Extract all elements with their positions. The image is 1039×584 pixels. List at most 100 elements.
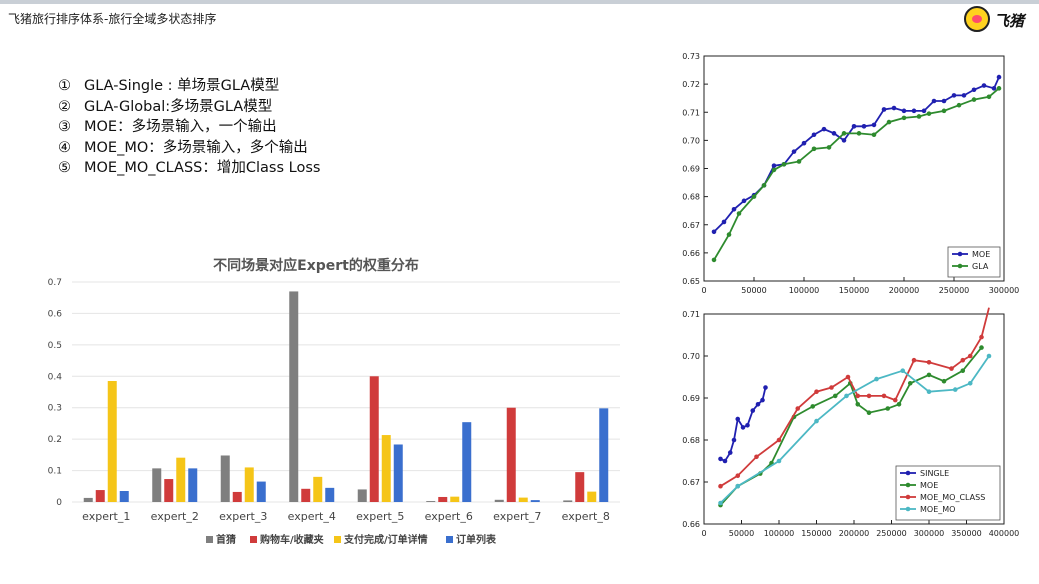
data-point — [811, 132, 817, 138]
x-tick-label: 350000 — [951, 529, 982, 538]
data-point — [745, 423, 750, 428]
bar — [506, 407, 516, 502]
bar — [176, 457, 186, 502]
list-item-number: ① — [58, 78, 71, 94]
data-point — [956, 102, 962, 108]
data-point — [871, 132, 877, 138]
data-point — [986, 353, 992, 359]
data-point — [891, 105, 897, 111]
legend-label: MOE — [972, 250, 990, 259]
data-point — [814, 389, 819, 394]
data-point — [900, 368, 906, 373]
data-point — [832, 393, 838, 399]
data-point — [711, 229, 717, 235]
y-tick-label: 0.69 — [682, 394, 700, 403]
model-list: ① GLA-Single : 单场景GLA模型 ② GLA-Global:多场景GL… — [58, 76, 320, 179]
x-tick-label: 250000 — [939, 286, 970, 295]
bar — [289, 291, 299, 502]
legend-marker — [957, 251, 963, 257]
data-point — [996, 74, 1002, 80]
data-point — [727, 450, 733, 455]
legend-marker — [957, 263, 963, 269]
legend-marker — [905, 482, 911, 488]
bar — [313, 476, 323, 502]
data-point — [979, 345, 984, 350]
list-item-number: ④ — [58, 139, 71, 156]
data-point — [771, 167, 777, 173]
y-tick-label: 0.73 — [682, 52, 700, 61]
data-point — [971, 97, 977, 102]
data-point — [967, 381, 973, 386]
data-point — [961, 93, 967, 98]
data-point — [941, 98, 947, 104]
data-point — [926, 360, 932, 365]
list-item-text: GLA-Global:多场景GLA模型 — [84, 98, 273, 115]
data-point — [851, 124, 857, 129]
data-point — [726, 232, 732, 237]
legend-marker — [905, 506, 911, 512]
list-item-text: GLA-Single : 单场景GLA模型 — [84, 78, 280, 94]
data-point — [718, 483, 723, 489]
legend-swatch — [250, 536, 257, 543]
data-point — [718, 500, 723, 506]
y-tick-label: 0.1 — [48, 467, 62, 477]
data-point — [735, 483, 741, 489]
brand-text: 飞猪 — [994, 12, 1025, 30]
data-point — [844, 393, 849, 399]
y-tick-label: 0 — [56, 498, 62, 508]
data-point — [952, 387, 958, 392]
x-tick-label: 0 — [701, 529, 706, 538]
bar — [518, 497, 528, 502]
data-point — [941, 378, 947, 384]
y-tick-label: 0.67 — [682, 478, 700, 487]
y-tick-label: 0.70 — [682, 352, 700, 361]
y-tick-label: 0.72 — [682, 80, 700, 89]
x-tick-label: 200000 — [839, 529, 870, 538]
legend-swatch — [334, 536, 341, 543]
y-tick-label: 0.68 — [682, 193, 700, 202]
bar — [393, 444, 403, 502]
legend-label: MOE_MO_CLASS — [920, 493, 985, 502]
x-tick-label: expert_3 — [219, 510, 267, 523]
bar — [563, 500, 573, 502]
bar — [83, 497, 93, 502]
data-point — [760, 397, 765, 403]
y-tick-label: 0.2 — [48, 435, 62, 445]
list-item: ④ MOE_MO：多场景输入，多个输出 — [58, 138, 320, 159]
list-item: ⑤ MOE_MO_CLASS：增加Class Loss — [58, 158, 320, 179]
bar — [450, 496, 460, 502]
data-point — [901, 115, 907, 121]
x-tick-label: expert_4 — [288, 510, 336, 523]
bar — [426, 501, 436, 502]
data-point — [754, 454, 759, 460]
data-point — [711, 257, 717, 263]
y-tick-label: 0.70 — [682, 136, 700, 145]
data-point — [829, 385, 834, 390]
x-tick-label: 100000 — [789, 286, 820, 295]
x-tick-label: 0 — [701, 286, 706, 295]
data-point — [736, 211, 742, 216]
list-item: ① GLA-Single : 单场景GLA模型 — [58, 76, 320, 97]
data-point — [841, 131, 847, 136]
data-point — [735, 473, 741, 478]
legend-label: MOE — [920, 481, 938, 490]
x-tick-label: 50000 — [729, 529, 754, 538]
data-point — [810, 404, 816, 409]
data-point — [871, 122, 877, 128]
data-point — [861, 124, 867, 129]
data-point — [750, 408, 756, 413]
data-point — [721, 219, 727, 225]
legend-box — [947, 246, 1001, 278]
data-point — [901, 108, 907, 114]
x-tick-label: 200000 — [889, 286, 920, 295]
data-point — [960, 357, 966, 363]
list-item: ③ MOE：多场景输入，一个输出 — [58, 117, 320, 138]
bar — [462, 422, 472, 502]
data-point — [841, 138, 847, 143]
bar — [369, 376, 379, 502]
bar — [587, 491, 597, 502]
data-point — [951, 93, 957, 98]
bar — [95, 490, 105, 502]
y-tick-label: 0.67 — [682, 221, 700, 230]
data-point — [971, 87, 977, 93]
